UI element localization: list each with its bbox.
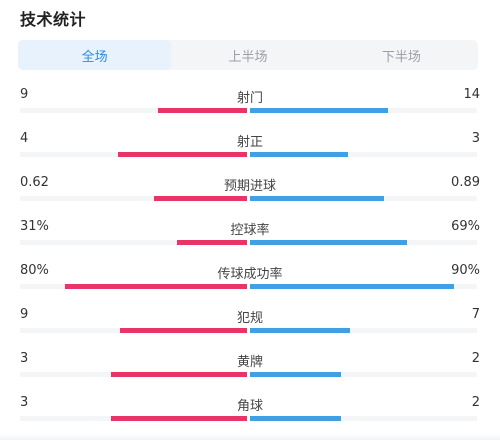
stat-label: 角球 — [236, 399, 263, 414]
home-bar — [110, 372, 247, 377]
stat-row-shots: 9 射门 14 — [0, 87, 500, 131]
away-value: 2 — [471, 351, 480, 366]
away-bar — [250, 108, 389, 113]
home-bar — [119, 328, 247, 333]
tab-first-half[interactable]: 上半场 — [228, 49, 268, 65]
home-value: 3 — [20, 351, 29, 366]
home-bar-track — [20, 416, 247, 421]
away-bar — [250, 328, 350, 333]
stat-label: 黄牌 — [236, 355, 263, 370]
stat-row-shots-on-target: 4 射正 3 — [0, 131, 500, 175]
home-bar-track — [20, 372, 247, 377]
stat-row-pass-accuracy: 80% 传球成功率 90% — [0, 263, 500, 307]
home-value: 4 — [20, 131, 29, 146]
home-bar-track — [20, 328, 247, 333]
stat-row-corners: 3 角球 2 — [0, 395, 500, 439]
stat-row-possession: 31% 控球率 69% — [0, 219, 500, 263]
stat-label: 传球成功率 — [217, 267, 283, 282]
away-bar — [250, 372, 341, 377]
home-bar — [153, 196, 247, 201]
away-value: 69% — [451, 219, 480, 234]
home-value: 80% — [20, 263, 49, 278]
stat-row-yellow-cards: 3 黄牌 2 — [0, 351, 500, 395]
stat-row-fouls: 9 犯规 7 — [0, 307, 500, 351]
home-bar — [65, 284, 247, 289]
scroll-fade — [0, 434, 500, 440]
away-bar-track — [250, 284, 477, 289]
away-bar-track — [250, 372, 477, 377]
home-bar-track — [20, 284, 247, 289]
away-bar — [250, 240, 407, 245]
home-value: 31% — [20, 219, 49, 234]
stat-row-expected-goals: 0.62 预期进球 0.89 — [0, 175, 500, 219]
home-bar-track — [20, 196, 247, 201]
home-bar — [158, 108, 247, 113]
away-value: 14 — [463, 87, 480, 102]
section-title: 技术统计 — [20, 10, 87, 29]
away-bar — [250, 284, 455, 289]
stat-label: 射门 — [236, 91, 263, 106]
stat-label: 射正 — [236, 135, 263, 150]
away-bar-track — [250, 152, 477, 157]
stat-label: 犯规 — [236, 311, 263, 326]
away-bar-track — [250, 416, 477, 421]
stat-label: 控球率 — [230, 223, 270, 238]
away-bar — [250, 196, 384, 201]
away-value: 3 — [471, 131, 480, 146]
home-value: 0.62 — [20, 175, 49, 190]
away-bar-track — [250, 196, 477, 201]
away-value: 90% — [451, 263, 480, 278]
home-bar-track — [20, 108, 247, 113]
tab-full-match[interactable]: 全场 — [18, 40, 172, 70]
away-bar — [250, 416, 341, 421]
home-bar-track — [20, 152, 247, 157]
away-bar-track — [250, 328, 477, 333]
home-value: 9 — [20, 307, 29, 322]
away-value: 0.89 — [451, 175, 480, 190]
home-bar — [176, 240, 247, 245]
home-value: 9 — [20, 87, 29, 102]
away-bar-track — [250, 240, 477, 245]
tab-second-half[interactable]: 下半场 — [381, 49, 421, 65]
home-bar-track — [20, 240, 247, 245]
period-tabs: 全场 上半场 下半场 — [18, 40, 478, 70]
away-value: 2 — [471, 395, 480, 410]
away-bar — [250, 152, 348, 157]
home-bar — [110, 416, 247, 421]
home-value: 3 — [20, 395, 29, 410]
stat-label: 预期进球 — [223, 179, 276, 194]
away-bar-track — [250, 108, 477, 113]
home-bar — [117, 152, 247, 157]
away-value: 7 — [471, 307, 480, 322]
